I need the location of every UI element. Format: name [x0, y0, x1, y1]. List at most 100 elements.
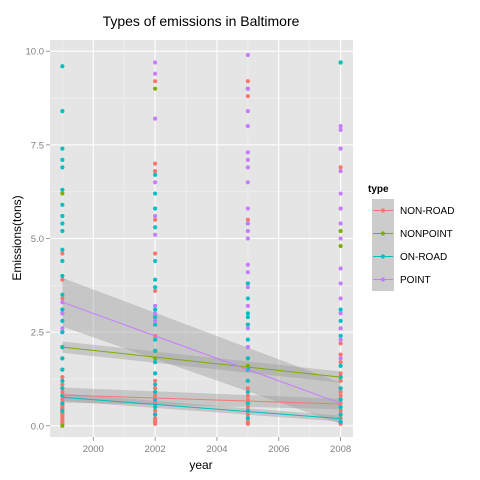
data-point [245, 337, 250, 342]
data-point [60, 389, 65, 395]
data-point [153, 416, 158, 421]
y-tick-label: 5.0 [31, 234, 44, 245]
data-point [338, 363, 343, 368]
legend-item: ON-ROAD [372, 245, 447, 268]
data-point [338, 307, 343, 312]
x-tick-label: 2004 [206, 444, 227, 455]
data-point [245, 165, 250, 170]
legend: type NON-ROAD NONPOINT ON-ROAD POINT [368, 184, 454, 291]
trend-line [62, 396, 341, 420]
data-point [245, 404, 250, 410]
data-point [245, 206, 250, 211]
data-point [60, 307, 65, 312]
data-point [338, 206, 343, 211]
data-point [60, 382, 65, 387]
legend-key-point [380, 277, 386, 282]
data-point [245, 322, 250, 327]
data-point [338, 359, 343, 365]
data-point [338, 408, 343, 413]
data-point [60, 277, 65, 282]
data-point [60, 251, 65, 256]
data-point [245, 378, 250, 383]
x-axis: 2000 2002 2004 2006 2008 [83, 437, 351, 455]
data-point [338, 397, 343, 402]
data-point [338, 311, 343, 316]
legend-label: ON-ROAD [400, 252, 447, 263]
data-point [60, 213, 65, 219]
data-point [153, 172, 158, 177]
data-point [245, 401, 250, 406]
x-tick-label: 2002 [145, 444, 166, 455]
data-point [153, 393, 158, 398]
data-point [245, 285, 250, 290]
data-point [153, 277, 158, 282]
data-point [153, 359, 158, 365]
data-point [245, 52, 250, 58]
data-point [245, 221, 250, 226]
data-point [153, 258, 158, 264]
legend-key-point [380, 254, 386, 259]
data-point [60, 202, 65, 207]
data-point [338, 124, 343, 129]
data-point [245, 124, 250, 129]
data-point [153, 161, 158, 166]
data-point [153, 116, 158, 121]
y-tick-label: 10.0 [26, 47, 45, 58]
data-point [245, 416, 250, 421]
data-point [338, 281, 343, 286]
data-point [245, 262, 250, 267]
data-point [153, 288, 158, 294]
data-point [153, 348, 158, 353]
data-point [245, 386, 250, 391]
data-point [153, 382, 158, 387]
data-point [60, 109, 65, 114]
data-point [60, 221, 65, 226]
data-point [60, 374, 65, 380]
data-point [245, 345, 250, 350]
y-tick-label: 0.0 [31, 421, 44, 432]
x-axis-title: year [189, 458, 212, 472]
data-point [153, 285, 158, 290]
legend-label: NON-ROAD [400, 206, 454, 217]
data-point [245, 94, 250, 99]
legend-title: type [368, 184, 389, 195]
data-point [60, 326, 65, 331]
y-axis-title: Emissions(tons) [10, 195, 24, 280]
data-point [153, 371, 158, 376]
legend-item: NONPOINT [372, 222, 453, 245]
legend-label: NONPOINT [400, 229, 453, 240]
data-point [245, 311, 250, 316]
data-point [338, 243, 343, 249]
data-point [338, 146, 343, 151]
data-point [338, 371, 343, 376]
x-tick-label: 2000 [83, 444, 104, 455]
data-point [245, 180, 250, 185]
legend-key-point [380, 208, 386, 213]
data-point [153, 251, 158, 256]
data-point [338, 60, 343, 65]
trend-lines [62, 301, 341, 420]
data-point [338, 318, 343, 323]
data-point [60, 408, 65, 413]
data-point [338, 236, 343, 241]
data-point [60, 330, 65, 335]
data-point [338, 412, 343, 417]
data-point [153, 404, 158, 410]
data-point [338, 386, 343, 391]
data-point [60, 191, 65, 196]
y-tick-label: 7.5 [31, 140, 44, 151]
data-point [245, 326, 250, 331]
data-point [245, 157, 250, 162]
data-point [338, 356, 343, 361]
data-point [338, 333, 343, 338]
data-point [153, 191, 158, 196]
x-tick-label: 2008 [330, 444, 351, 455]
data-point [245, 303, 250, 309]
data-point [60, 311, 65, 316]
data-point [153, 86, 158, 91]
data-point [60, 367, 65, 372]
data-point [245, 356, 250, 361]
data-point [338, 228, 343, 234]
data-point [338, 127, 343, 132]
